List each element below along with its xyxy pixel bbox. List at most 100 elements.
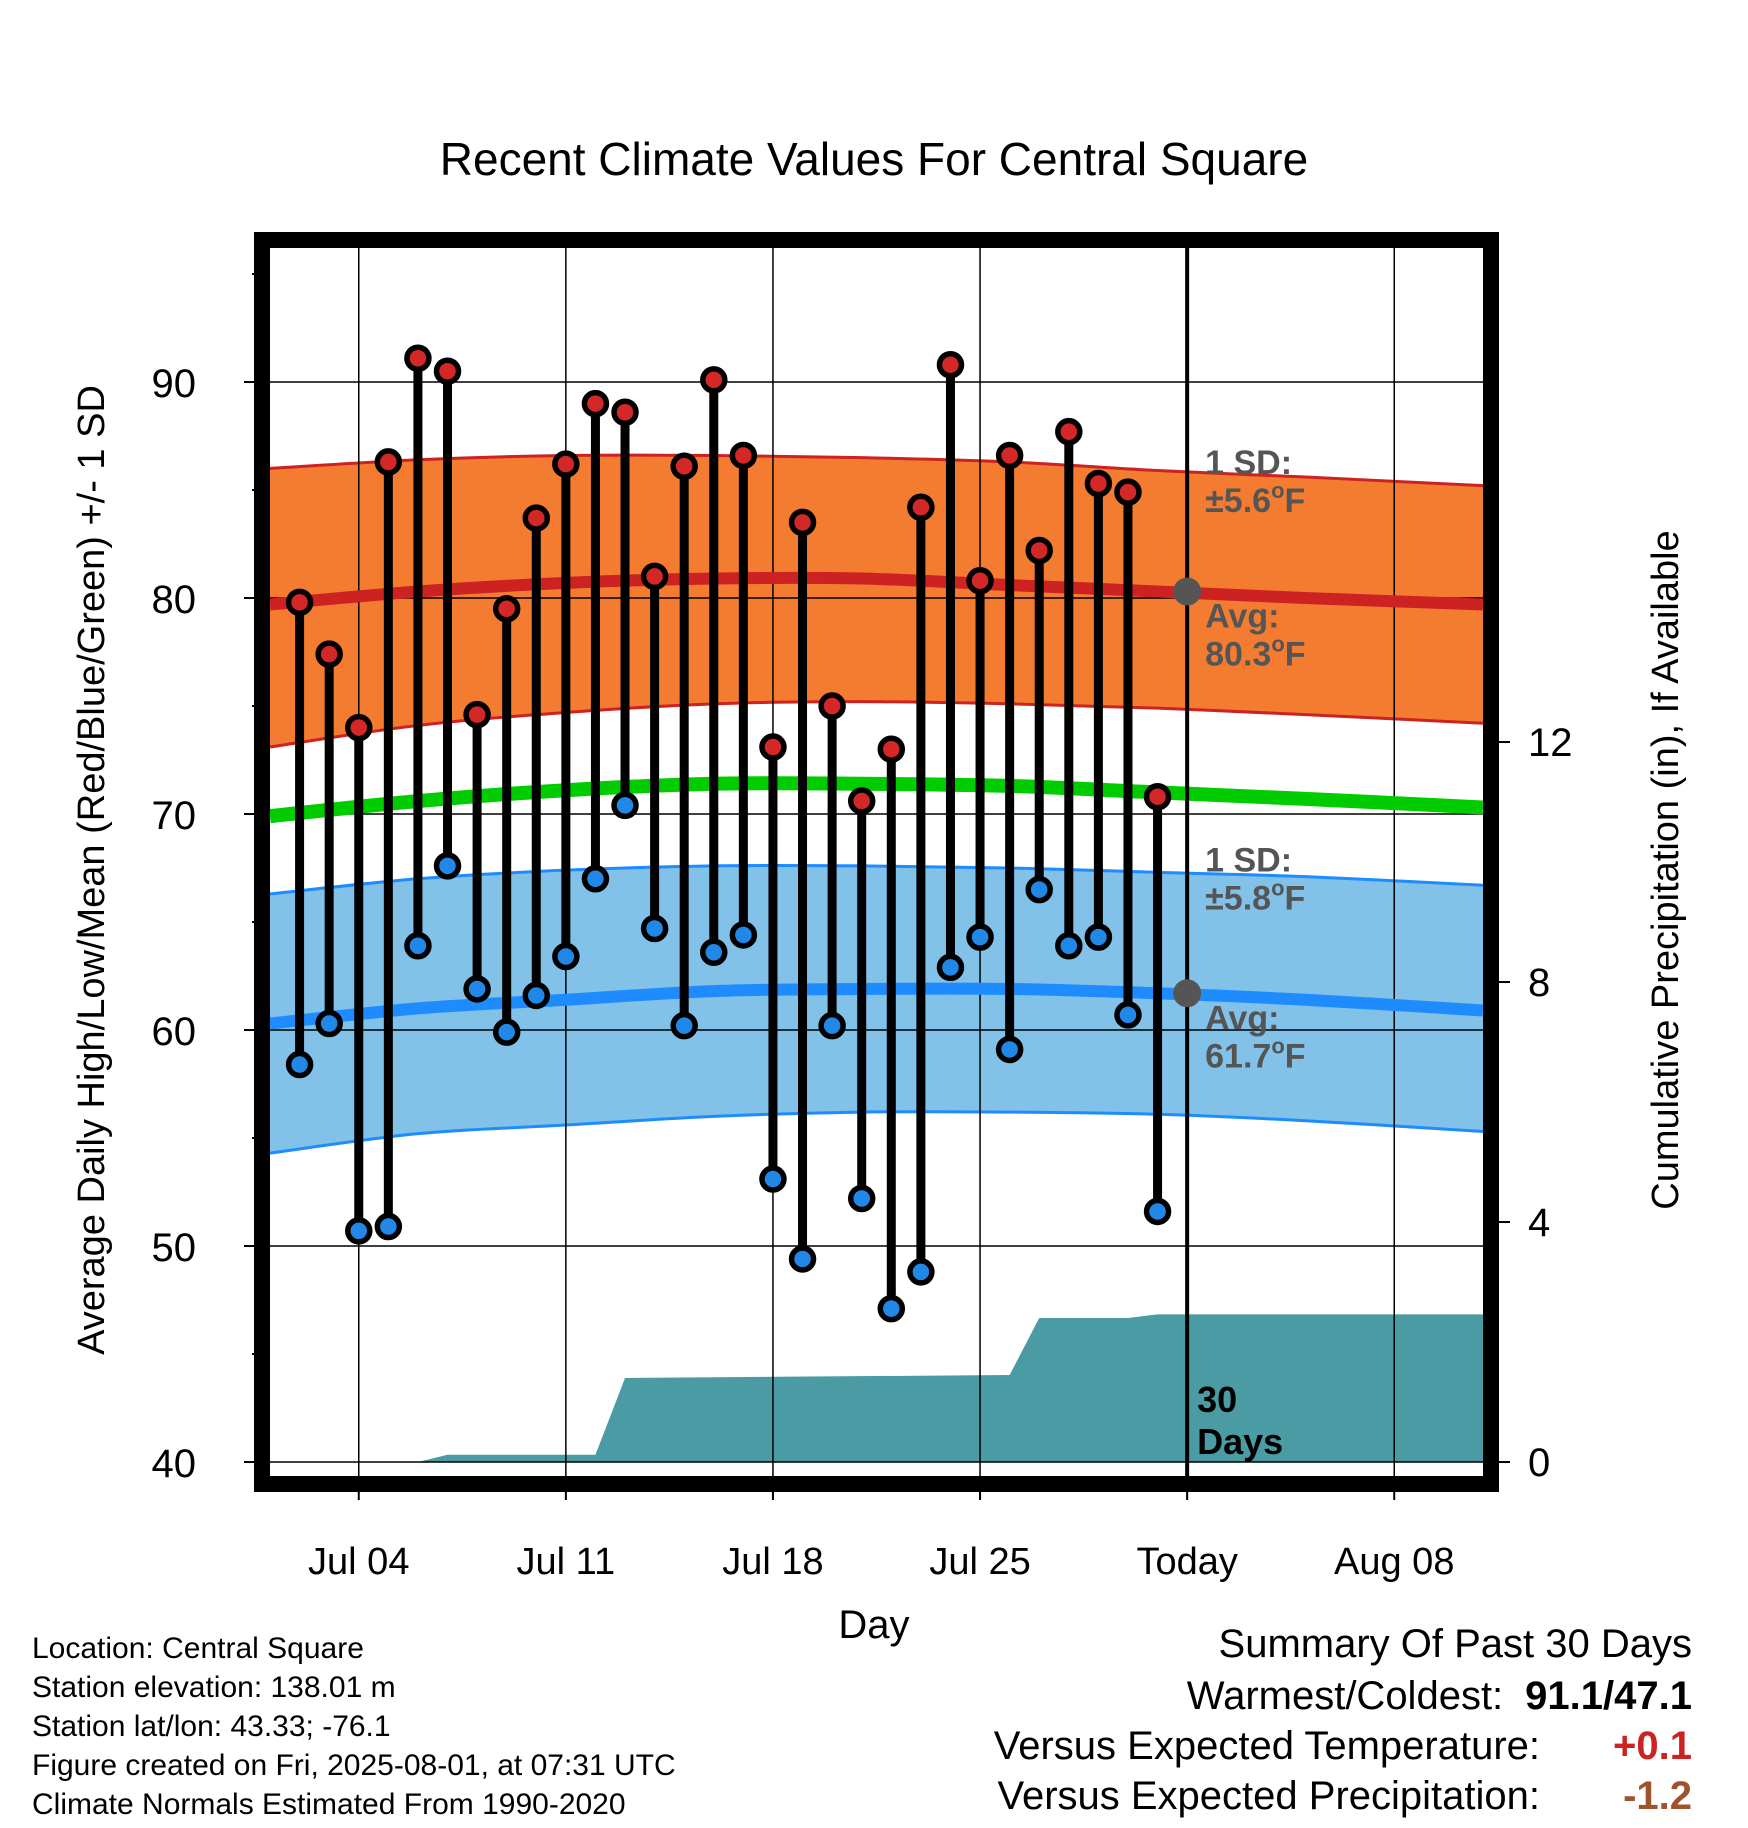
y-tick-label-right: 4 xyxy=(1528,1201,1550,1245)
high-point xyxy=(581,389,610,418)
low-avg-today-marker xyxy=(1173,979,1202,1008)
low-point xyxy=(1114,1001,1142,1029)
low-point xyxy=(374,1212,403,1241)
low-point xyxy=(404,932,432,960)
summary-warm-cold-label: Warmest/Coldest: xyxy=(1186,1674,1504,1718)
high-point xyxy=(759,733,787,761)
low-point xyxy=(433,852,462,880)
low-point xyxy=(788,1245,817,1273)
high-point xyxy=(729,441,758,470)
high-avg-value: 80.3oF xyxy=(1205,632,1305,674)
y-tick-label-left: 60 xyxy=(152,1010,197,1054)
low-point xyxy=(552,942,580,971)
low-point xyxy=(877,1294,906,1323)
high-point xyxy=(877,735,906,763)
info-created: Figure created on Fri, 2025-08-01, at 07… xyxy=(32,1749,676,1782)
high-point xyxy=(670,452,698,480)
summary-precip-value: -1.2 xyxy=(1623,1774,1692,1818)
x-tick-label: Jul 11 xyxy=(517,1541,616,1583)
high-avg-today-marker xyxy=(1173,577,1202,606)
y-tick-label-left: 50 xyxy=(152,1226,197,1270)
days-label-line2: Days xyxy=(1197,1421,1283,1462)
summary-temp-value: +0.1 xyxy=(1613,1724,1692,1768)
high-point xyxy=(522,504,551,532)
low-point xyxy=(285,1050,314,1079)
high-point xyxy=(700,366,728,394)
y-axis-label-left: Average Daily High/Low/Mean (Red/Blue/Gr… xyxy=(71,385,113,1355)
high-point xyxy=(433,357,462,385)
high-point xyxy=(1055,417,1083,446)
high-point xyxy=(1143,782,1172,811)
low-point xyxy=(1055,932,1083,960)
high-point xyxy=(374,448,403,476)
summary-precip-label: Versus Expected Precipitation: xyxy=(997,1774,1540,1818)
x-tick-label: Today xyxy=(1136,1541,1237,1583)
low-point xyxy=(907,1258,935,1286)
low-point xyxy=(670,1011,698,1040)
high-point xyxy=(640,562,669,591)
high-point xyxy=(345,713,373,742)
high-sd-value: ±5.6oF xyxy=(1205,478,1305,520)
low-point xyxy=(759,1165,787,1193)
mean-avg-line xyxy=(270,776,1483,824)
low-sd-label: 1 SD: xyxy=(1205,841,1292,879)
low-point xyxy=(492,1018,521,1046)
info-location: Location: Central Square xyxy=(32,1632,364,1665)
low-avg-label: Avg: xyxy=(1205,999,1279,1037)
info-normals: Climate Normals Estimated From 1990-2020 xyxy=(32,1788,626,1821)
low-point xyxy=(700,938,728,966)
low-point xyxy=(936,953,965,982)
low-point xyxy=(315,1009,343,1038)
low-point xyxy=(640,914,669,943)
y-tick-label-left: 70 xyxy=(152,794,197,838)
low-point xyxy=(463,975,491,1003)
y-tick-label-right: 8 xyxy=(1528,961,1550,1005)
high-point xyxy=(907,493,935,522)
low-point xyxy=(995,1035,1024,1064)
low-point xyxy=(966,923,994,951)
low-point xyxy=(847,1184,876,1213)
low-point xyxy=(611,791,639,820)
x-tick-label: Jul 04 xyxy=(308,1541,409,1583)
summary-temp: Versus Expected Temperature: +0.1 xyxy=(994,1726,1692,1766)
high-sd-upper-line xyxy=(270,453,1483,488)
y-tick-label-right: 12 xyxy=(1528,721,1573,765)
high-point xyxy=(1114,478,1142,506)
precipitation-area xyxy=(270,1314,1483,1462)
chart-title: Recent Climate Values For Central Square xyxy=(440,133,1308,185)
high-point xyxy=(995,441,1024,470)
low-sd-band xyxy=(270,865,1483,1154)
summary-temp-label: Versus Expected Temperature: xyxy=(993,1724,1540,1768)
x-axis-label: Day xyxy=(838,1603,909,1647)
low-sd-value: ±5.8oF xyxy=(1205,875,1305,917)
high-point xyxy=(847,787,876,815)
x-tick-label: Jul 25 xyxy=(929,1541,1030,1583)
low-point xyxy=(1143,1197,1172,1226)
high-point xyxy=(788,508,817,537)
high-avg-label: Avg: xyxy=(1205,598,1279,636)
high-point xyxy=(492,595,521,623)
low-point xyxy=(581,865,610,893)
high-point xyxy=(936,350,965,379)
high-avg-line xyxy=(270,571,1483,611)
x-tick-label: Aug 08 xyxy=(1334,1541,1454,1583)
summary-precip: Versus Expected Precipitation: -1.2 xyxy=(997,1776,1692,1816)
y-tick-label-right: 0 xyxy=(1528,1441,1550,1485)
high-point xyxy=(463,700,491,729)
high-point xyxy=(285,588,314,617)
low-point xyxy=(1084,923,1113,951)
x-tick-label: Jul 18 xyxy=(722,1541,823,1583)
summary-warm-cold-value: 91.1/47.1 xyxy=(1525,1674,1692,1718)
high-point xyxy=(1025,536,1053,565)
plot-frame xyxy=(254,232,1499,1492)
summary-title: Summary Of Past 30 Days xyxy=(1218,1622,1692,1666)
low-avg-value: 61.7oF xyxy=(1205,1033,1305,1075)
info-elevation: Station elevation: 138.01 m xyxy=(32,1671,396,1704)
y-axis-label-right: Cumulative Precipitation (in), If Availa… xyxy=(1645,530,1687,1209)
low-point xyxy=(1025,875,1053,904)
high-point xyxy=(552,450,580,478)
summary-warm-cold: Warmest/Coldest: 91.1/47.1 xyxy=(1187,1676,1692,1716)
low-point xyxy=(729,921,758,949)
high-point xyxy=(818,692,846,720)
